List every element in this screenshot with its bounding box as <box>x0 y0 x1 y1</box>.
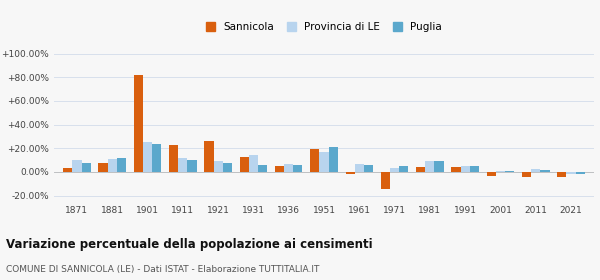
Bar <box>239 157 249 172</box>
Bar <box>214 161 223 172</box>
Bar <box>461 166 470 172</box>
Bar <box>470 166 479 172</box>
Bar <box>496 171 505 172</box>
Bar <box>531 169 541 172</box>
Bar <box>566 172 575 174</box>
Bar <box>434 161 443 172</box>
Bar <box>487 172 496 176</box>
Bar <box>575 172 585 174</box>
Bar <box>178 158 187 172</box>
Bar <box>117 158 126 172</box>
Bar <box>451 167 461 172</box>
Bar <box>143 142 152 172</box>
Legend: Sannicola, Provincia di LE, Puglia: Sannicola, Provincia di LE, Puglia <box>206 22 442 32</box>
Bar <box>329 146 338 172</box>
Bar <box>152 144 161 172</box>
Bar <box>258 165 267 172</box>
Bar <box>310 150 319 172</box>
Bar <box>346 172 355 174</box>
Bar <box>381 172 390 188</box>
Bar <box>134 75 143 172</box>
Bar <box>169 145 178 172</box>
Bar <box>522 172 531 177</box>
Bar <box>98 162 107 172</box>
Bar <box>416 167 425 172</box>
Bar <box>425 161 434 172</box>
Bar <box>505 171 514 172</box>
Bar <box>364 165 373 172</box>
Bar <box>205 141 214 172</box>
Bar <box>557 172 566 177</box>
Bar <box>293 165 302 172</box>
Bar <box>275 166 284 172</box>
Bar <box>223 163 232 172</box>
Text: COMUNE DI SANNICOLA (LE) - Dati ISTAT - Elaborazione TUTTITALIA.IT: COMUNE DI SANNICOLA (LE) - Dati ISTAT - … <box>6 265 319 274</box>
Bar <box>249 155 258 172</box>
Bar <box>107 159 117 172</box>
Bar <box>284 164 293 172</box>
Bar <box>319 152 329 172</box>
Bar <box>82 163 91 172</box>
Bar <box>73 160 82 172</box>
Bar <box>355 164 364 172</box>
Bar <box>541 170 550 172</box>
Bar <box>187 160 197 172</box>
Text: Variazione percentuale della popolazione ai censimenti: Variazione percentuale della popolazione… <box>6 238 373 251</box>
Bar <box>390 169 399 172</box>
Bar <box>399 166 409 172</box>
Bar <box>63 169 73 172</box>
